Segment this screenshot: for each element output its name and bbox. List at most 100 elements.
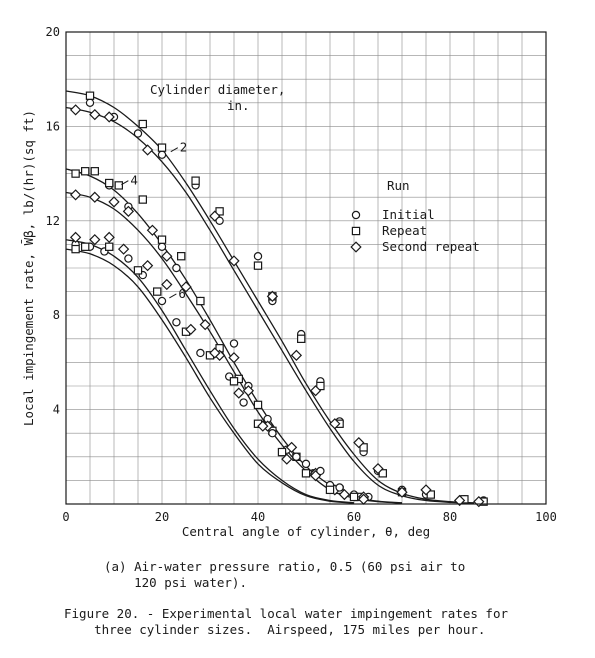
y-axis-label: Local impingement rate, W̄β, lb/(hr)(sq …	[21, 110, 36, 426]
sub-caption: (a) Air-water pressure ratio, 0.5 (60 ps…	[104, 559, 466, 590]
curve-label: 4	[130, 173, 138, 188]
y-tick-label: 12	[46, 214, 60, 228]
point-circle-2in	[85, 98, 95, 108]
legend-label: Repeat	[382, 223, 427, 238]
point-circle-6in	[316, 466, 325, 476]
point-diamond-4in	[161, 250, 173, 262]
group-unit: in.	[227, 98, 250, 113]
point-diamond-4in	[242, 385, 255, 397]
point-square-2in	[316, 381, 325, 391]
point-diamond-4in	[199, 318, 211, 331]
point-square-2in	[138, 119, 147, 129]
x-tick-label: 40	[251, 510, 265, 524]
point-diamond-4in	[180, 281, 192, 293]
point-diamond-4in	[122, 205, 135, 218]
point-diamond-4in	[146, 224, 159, 236]
point-diamond-4in	[228, 352, 240, 364]
point-circle-6in	[196, 348, 205, 358]
point-diamond-6in	[257, 420, 269, 432]
legend-marker-square	[351, 226, 361, 236]
point-diamond-6in	[89, 234, 101, 246]
point-circle-2in	[215, 216, 224, 225]
point-square-2in	[426, 490, 436, 499]
point-square-6in	[349, 492, 359, 502]
point-diamond-6in	[185, 323, 197, 336]
point-diamond-4in	[89, 191, 101, 203]
curve-label-leader	[170, 147, 179, 153]
point-circle-2in	[157, 150, 167, 159]
point-diamond-6in	[161, 278, 173, 291]
point-diamond-2in	[290, 349, 303, 361]
curve-label-leader	[121, 180, 129, 186]
y-tick-label: 20	[46, 25, 60, 39]
point-square-6in	[153, 287, 162, 296]
point-square-2in	[157, 143, 167, 152]
point-circle-6in	[239, 398, 248, 407]
plot-frame	[65, 31, 547, 505]
x-tick-label: 80	[443, 510, 457, 524]
point-diamond-6in	[117, 243, 130, 255]
point-diamond-2in	[453, 494, 466, 507]
legend-marker-diamond	[350, 241, 362, 253]
point-diamond-2in	[103, 111, 115, 123]
point-square-2in	[191, 176, 200, 185]
point-square-4in	[90, 167, 99, 176]
point-diamond-2in	[141, 144, 154, 156]
point-square-6in	[229, 377, 239, 386]
point-square-4in	[80, 167, 90, 176]
point-diamond-4in	[69, 189, 82, 201]
fit-curve-2in	[65, 106, 475, 504]
point-diamond-2in	[353, 436, 365, 449]
point-circle-6in	[157, 296, 167, 306]
point-square-4in	[157, 235, 167, 244]
point-square-6in	[71, 244, 80, 254]
annotations: Cylinder diameter,in. 2 4 6	[121, 82, 285, 301]
point-square-6in	[80, 242, 90, 251]
point-diamond-4in	[285, 441, 298, 454]
point-square-4in	[104, 178, 114, 188]
point-circle-2in	[253, 252, 263, 261]
point-diamond-6in	[209, 347, 221, 359]
point-diamond-2in	[69, 104, 82, 116]
point-square-6in	[133, 266, 143, 275]
point-square-2in	[359, 443, 368, 452]
point-circle-4in	[157, 242, 167, 251]
tick-labels: 0 20 40 60 80 100 4 8 12 16 20	[46, 25, 557, 524]
point-diamond-2in	[228, 255, 240, 267]
figure-caption: Figure 20. - Experimental local water im…	[64, 606, 509, 637]
point-circle-2in	[133, 129, 143, 138]
y-tick-label: 16	[46, 119, 60, 133]
group-title: Cylinder diameter,	[150, 82, 285, 97]
point-diamond-2in	[396, 486, 408, 498]
point-circle-6in	[172, 318, 181, 327]
point-square-2in	[378, 469, 388, 478]
legend-title: Run	[387, 178, 410, 193]
fit-curve-6in	[65, 248, 355, 504]
point-square-2in	[215, 207, 224, 216]
x-axis-label: Central angle of cylinder, θ, deg	[182, 524, 430, 539]
y-tick-label: 8	[53, 308, 60, 322]
data-markers	[69, 91, 488, 508]
point-diamond-6in	[141, 259, 154, 272]
point-diamond-2in	[266, 290, 279, 302]
point-circle-6in	[124, 254, 133, 263]
y-tick-label: 4	[53, 403, 60, 417]
point-square-6in	[277, 447, 287, 457]
x-tick-label: 20	[155, 510, 169, 524]
curve-label-leader	[169, 293, 177, 299]
chart-grid	[66, 32, 546, 504]
point-diamond-2in	[209, 210, 221, 222]
point-square-6in	[325, 485, 335, 495]
point-diamond-6in	[69, 231, 82, 243]
curve-label: 2	[180, 140, 188, 155]
point-circle-6in	[292, 452, 301, 461]
point-circle-4in	[301, 459, 311, 469]
curve-label: 6	[178, 286, 186, 301]
point-diamond-6in	[103, 231, 115, 243]
point-circle-4in	[229, 339, 239, 348]
point-square-2in	[297, 334, 306, 344]
point-diamond-6in	[281, 453, 293, 465]
point-diamond-2in	[420, 484, 432, 496]
x-tick-label: 100	[535, 510, 557, 524]
